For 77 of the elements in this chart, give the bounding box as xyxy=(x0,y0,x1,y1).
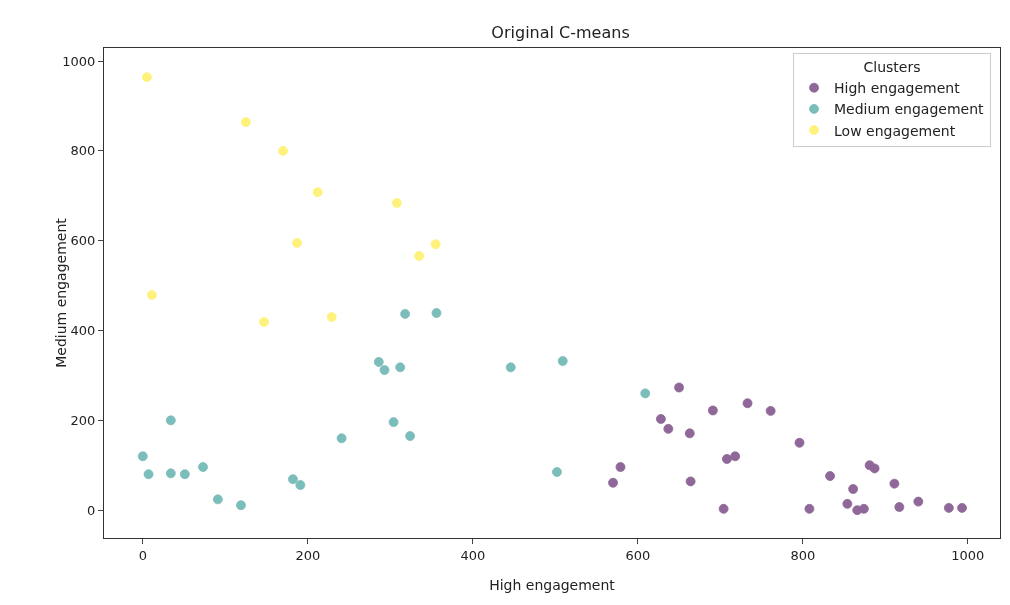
point xyxy=(742,398,753,409)
chart-title: Original C-means xyxy=(491,23,630,43)
point xyxy=(684,428,695,439)
x-axis-title: High engagement xyxy=(489,577,616,593)
point xyxy=(858,503,869,514)
point xyxy=(889,478,900,489)
point xyxy=(388,417,399,428)
point xyxy=(241,117,251,128)
point xyxy=(663,423,674,434)
point xyxy=(848,484,859,494)
point xyxy=(894,502,905,512)
point xyxy=(825,471,835,481)
y-axis-title: Medium engagement xyxy=(52,217,69,368)
point xyxy=(842,498,853,509)
point xyxy=(236,500,246,511)
point xyxy=(730,451,741,462)
y-tick-label: 800 xyxy=(70,143,96,159)
x-tick-label: 600 xyxy=(625,547,651,563)
point xyxy=(608,477,618,488)
point xyxy=(957,503,967,513)
y-tick-label: 600 xyxy=(70,233,96,249)
legend-title: Clusters xyxy=(863,59,921,76)
point xyxy=(718,503,729,514)
point xyxy=(615,462,626,472)
point xyxy=(414,251,425,261)
point xyxy=(765,406,776,416)
point xyxy=(379,365,390,375)
y-tick-label: 0 xyxy=(87,502,96,518)
x-tick-label: 1000 xyxy=(951,547,985,563)
point xyxy=(292,238,302,248)
point xyxy=(373,357,384,367)
point xyxy=(278,145,288,156)
point xyxy=(198,462,208,472)
y-tick-label: 200 xyxy=(70,412,96,428)
point xyxy=(804,503,815,514)
point xyxy=(640,388,651,399)
point xyxy=(869,463,880,474)
legend-label: Medium engagement xyxy=(834,101,985,118)
point xyxy=(405,431,415,441)
point xyxy=(722,454,732,464)
point xyxy=(557,356,568,366)
point xyxy=(295,480,306,490)
point xyxy=(656,414,666,424)
point xyxy=(179,469,190,480)
point xyxy=(146,290,157,300)
y-tick-label: 1000 xyxy=(62,53,96,69)
point xyxy=(288,474,298,485)
point xyxy=(165,415,176,426)
point xyxy=(143,469,154,480)
point xyxy=(312,187,323,198)
point xyxy=(336,433,347,444)
point xyxy=(142,72,152,83)
legend-label: Low engagement xyxy=(834,122,956,139)
point xyxy=(212,494,223,505)
x-tick-label: 800 xyxy=(790,547,816,563)
point xyxy=(552,467,562,477)
point xyxy=(913,496,924,507)
point xyxy=(400,308,411,319)
point xyxy=(674,382,684,393)
y-tick-label: 400 xyxy=(70,323,96,339)
x-tick-label: 200 xyxy=(295,547,321,563)
point xyxy=(943,503,954,513)
point xyxy=(395,362,406,373)
x-tick-label: 0 xyxy=(138,547,147,563)
point xyxy=(165,468,176,479)
point xyxy=(137,451,148,462)
point xyxy=(259,317,269,327)
point xyxy=(391,198,402,208)
point xyxy=(794,437,805,448)
legend-label: High engagement xyxy=(834,80,961,97)
point xyxy=(707,405,718,416)
point xyxy=(431,308,442,318)
x-tick-label: 400 xyxy=(460,547,486,563)
point xyxy=(685,476,696,487)
point xyxy=(326,312,337,322)
point xyxy=(430,239,441,250)
point xyxy=(505,362,516,373)
